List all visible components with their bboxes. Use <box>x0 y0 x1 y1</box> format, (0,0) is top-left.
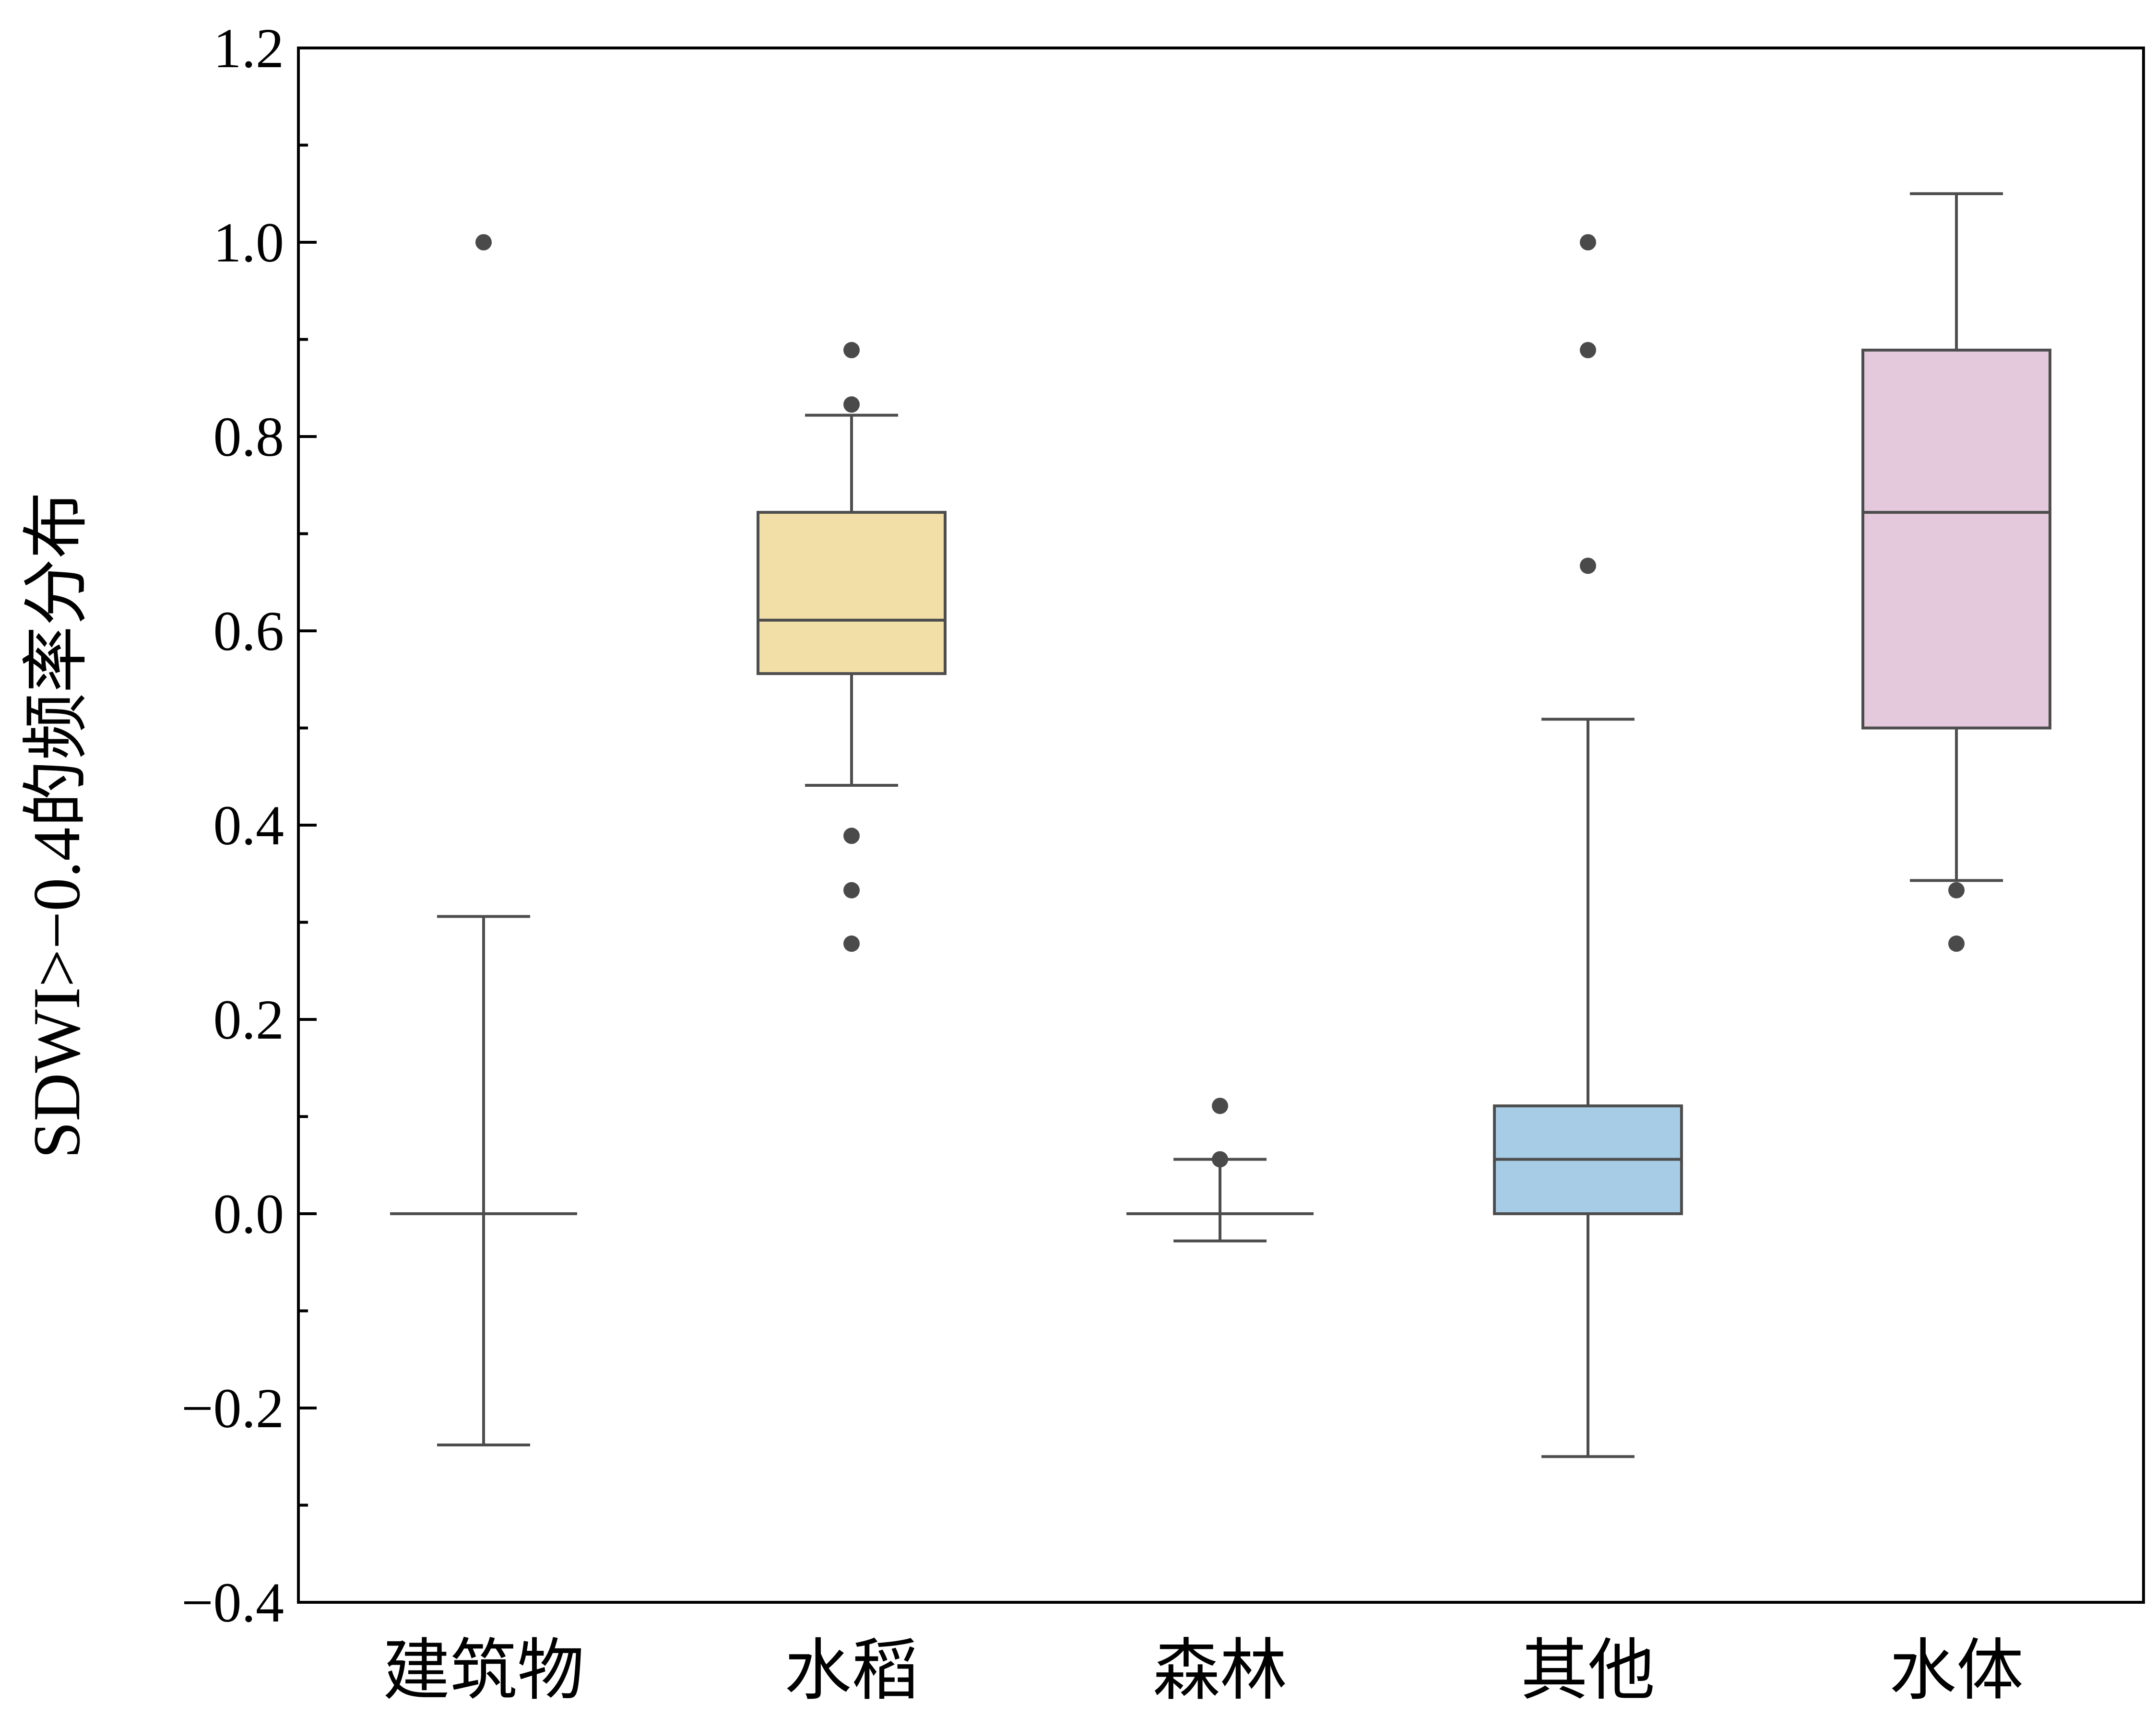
x-category-label: 水体 <box>1889 1634 2024 1708</box>
outlier-point <box>843 396 860 413</box>
outlier-point <box>1948 935 1965 952</box>
y-tick-label: 0.0 <box>213 1183 284 1245</box>
outlier-point <box>1580 342 1596 358</box>
x-category-label: 建筑物 <box>383 1634 584 1708</box>
outlier-point <box>1580 234 1596 250</box>
x-axis-category-labels: 建筑物 水稻 森林 其他 水体 <box>383 1634 2024 1708</box>
plot-frame <box>297 47 2145 1604</box>
y-tick-label: −0.4 <box>181 1571 284 1634</box>
box-5 <box>1861 192 2051 952</box>
outlier-point <box>843 935 860 952</box>
iqr-box <box>757 510 947 675</box>
y-axis-ticks: −0.4 −0.2 0.0 0.2 0.4 0.6 0.8 1.0 1.2 <box>181 17 317 1634</box>
y-tick-label: −0.2 <box>181 1377 284 1440</box>
y-tick-label: 0.2 <box>213 988 284 1051</box>
outlier-point <box>475 234 492 250</box>
y-tick-label: 0.4 <box>213 794 284 857</box>
outlier-point <box>843 828 860 844</box>
outlier-point <box>1580 557 1596 574</box>
iqr-box <box>1861 348 2051 730</box>
outlier-point <box>1212 1151 1228 1168</box>
outlier-point <box>1212 1098 1228 1114</box>
y-axis-title: SDWI>−0.4的频率分布 <box>20 492 94 1159</box>
y-tick-label: 0.8 <box>213 405 284 468</box>
y-tick-label: 0.6 <box>213 600 284 663</box>
outlier-point <box>843 342 860 358</box>
box-4 <box>1493 234 1683 1458</box>
box-3 <box>1126 1098 1314 1243</box>
x-category-label: 森林 <box>1153 1634 1287 1708</box>
x-category-label: 其他 <box>1521 1634 1655 1708</box>
outlier-point <box>843 882 860 899</box>
plot-marks <box>390 192 2051 1458</box>
y-tick-label: 1.2 <box>213 17 284 80</box>
box-1 <box>390 234 577 1446</box>
y-tick-label: 1.0 <box>213 211 284 274</box>
x-category-label: 水稻 <box>784 1634 919 1708</box>
outlier-point <box>1948 882 1965 899</box>
box-2 <box>757 342 947 952</box>
